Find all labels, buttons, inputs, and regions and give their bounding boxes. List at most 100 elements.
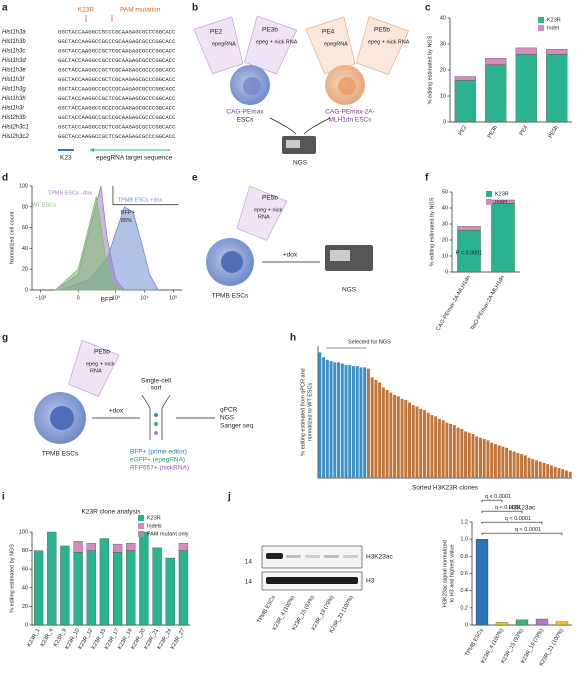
rna-label: RNA	[90, 368, 102, 374]
bar-segment	[485, 58, 507, 65]
cell-label: ESCs	[237, 117, 254, 124]
y-tick-label: 40	[442, 205, 448, 211]
bar	[535, 460, 539, 478]
pipette	[356, 16, 409, 76]
pipette	[244, 15, 298, 75]
y-tick-label: 0.8	[460, 554, 468, 560]
nucleus	[50, 406, 74, 430]
bar-segment	[491, 203, 515, 273]
y-tick-label: 100	[19, 183, 28, 189]
bar	[495, 622, 509, 626]
reporter-label: BFP+ (prime editor)	[130, 449, 187, 456]
y-axis-label: % editing estimated by NGS	[427, 35, 433, 104]
legend-swatch	[486, 199, 492, 205]
bar-segment	[515, 47, 537, 55]
marker-label: 14	[245, 579, 253, 586]
cell-label: MLH1dn ESCs	[329, 117, 373, 124]
sequence: GGCTACCAAGGCCGCCCGCAAGAGCGCCCGGCACC	[58, 85, 176, 92]
bar-segment	[99, 538, 110, 626]
sequence: GGCTACCAAGGCCGCCCGCAAGAGCGCCCGGCACC	[58, 104, 176, 111]
bar	[456, 427, 460, 478]
readout-label: qPCR	[220, 407, 238, 414]
x-tick-label: 10³	[112, 295, 120, 301]
bar	[546, 464, 550, 478]
gene-name: Hist1h3i	[2, 106, 24, 112]
bar	[355, 366, 359, 478]
bar	[430, 415, 434, 478]
cell-label: TPMB ESCs	[212, 293, 249, 300]
bar	[523, 455, 527, 478]
bar	[501, 446, 505, 478]
bar-segment	[86, 543, 96, 551]
bar	[400, 398, 404, 478]
bar	[538, 461, 542, 478]
panel-label: j	[227, 492, 231, 503]
legend-swatch	[138, 523, 144, 529]
gene-name: Hist1h3h	[2, 96, 26, 102]
significance-bracket	[481, 510, 523, 514]
cell-label: CAG-PEmax	[226, 109, 264, 116]
x-tick-label: PE2	[458, 125, 468, 137]
y-tick-label: 1.0	[460, 537, 468, 543]
bar	[437, 418, 441, 478]
band-label: H3K23ac	[366, 554, 393, 561]
panel-a: K23R PAM mutation K23 epegRNA target seq…	[58, 7, 173, 162]
bar-segment	[126, 550, 136, 626]
bar	[441, 420, 445, 478]
significance-label: q < 0.0001	[515, 527, 541, 533]
y-axis-label: normalized to WT ESCs	[307, 382, 313, 441]
mutation-label: PAM mutation	[120, 7, 161, 14]
reporter-label: RFP657+ (nickRNA)	[130, 465, 189, 472]
editor-label: PE5b	[94, 349, 110, 356]
panel-g: PE5b epeg + nick RNA TPMB ESCs +dox Sing…	[34, 339, 254, 472]
y-tick-label: 20	[440, 67, 446, 73]
rna-label: epeg + nick	[254, 207, 283, 213]
y-tick-label: 20	[22, 267, 28, 273]
panel-label: b	[192, 3, 198, 14]
bar	[415, 406, 419, 478]
y-tick-label: 0.6	[460, 571, 468, 577]
bar	[516, 452, 520, 478]
legend-label: PAM mutant only	[147, 531, 189, 537]
bar	[366, 368, 370, 478]
series-label: TPMB ESCs –dox	[48, 190, 93, 196]
bar	[370, 377, 374, 478]
legend-swatch	[138, 515, 144, 521]
sequence: GGCTACCAAGGCCGCTCGCAAGAGCGCCCGGCACC	[58, 76, 176, 83]
annotation: Selected for NGS	[348, 339, 391, 345]
gene-name: Hist1h3b	[2, 39, 26, 45]
bar-segment	[485, 64, 507, 123]
bar	[408, 402, 412, 478]
treatment-label: +dox	[283, 252, 298, 259]
gate-label: 85%	[121, 218, 132, 224]
gene-name: Hist1h3c	[2, 49, 25, 55]
rna-label: epeg + nick	[86, 361, 115, 367]
y-tick-label: 30	[442, 221, 448, 227]
gene-name: Hist1h3g	[2, 87, 26, 93]
y-tick-label: 80	[22, 204, 28, 210]
bar	[404, 400, 408, 478]
sequence: GGCTACCAAGGCCGCTCGCAAGAGCGCCCGGCACC	[58, 133, 176, 140]
y-tick-label: 60	[22, 567, 28, 573]
x-tick-label: TPMB ESCs	[464, 628, 485, 658]
nucleus	[243, 77, 261, 95]
x-tick-label: 0	[77, 295, 80, 301]
cell-label: TPMB ESCs	[42, 451, 79, 458]
x-tick-label: PE4	[519, 125, 529, 137]
y-tick-label: 10	[440, 93, 446, 99]
x-axis-label: BFP	[101, 297, 114, 304]
bar	[378, 382, 382, 478]
treatment-label: +dox	[109, 408, 124, 415]
bar-segment	[126, 543, 136, 551]
y-tick-label: 0	[465, 622, 468, 628]
band	[324, 555, 339, 558]
significance-label: q < 0.0001	[485, 494, 511, 500]
sequence: GGCTACCAAGGCCGCCCGCAAGAGCGCCCGGCACC	[58, 28, 176, 35]
bar	[508, 450, 512, 478]
band	[305, 555, 320, 558]
bar	[478, 437, 482, 478]
gate-label: BFP+	[121, 210, 135, 216]
bar	[553, 466, 557, 478]
panel-label: a	[2, 3, 8, 14]
mutation-label: K23R	[78, 7, 95, 14]
